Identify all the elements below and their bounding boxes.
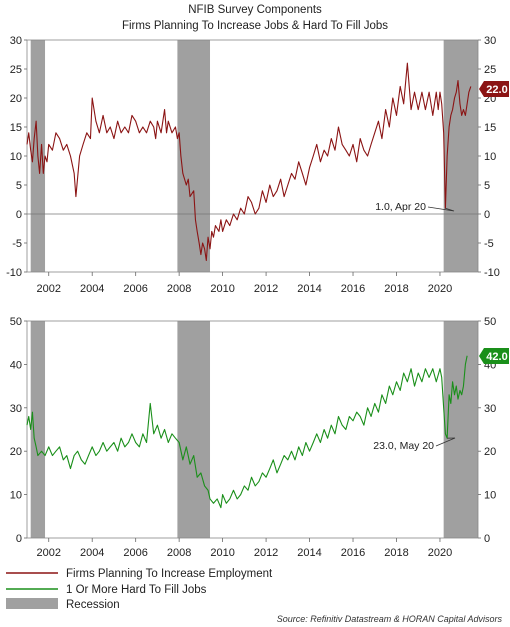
y-tick-label-left: -5: [12, 238, 22, 250]
series-line-hard: [26, 355, 468, 509]
last-value-badge: [479, 81, 509, 97]
x-tick-label: 2016: [341, 283, 365, 295]
y-tick-label-left: 10: [10, 490, 22, 502]
x-tick-label: 2010: [210, 283, 234, 295]
legend-label-recession: Recession: [66, 599, 120, 611]
y-tick-label-left: -10: [6, 267, 22, 279]
y-tick-label-right: -10: [484, 267, 500, 279]
x-tick-label: 2012: [254, 283, 278, 295]
last-value-label: 42.0: [486, 351, 507, 363]
annotation-leader: [435, 437, 456, 447]
x-tick-label: 2002: [36, 547, 60, 559]
x-tick-label: 2002: [36, 283, 60, 295]
x-tick-label: 2012: [254, 547, 278, 559]
y-tick-label-left: 20: [10, 93, 22, 105]
x-tick-label: 2008: [167, 547, 191, 559]
y-tick-label-right: 50: [484, 316, 496, 328]
y-tick-label-right: 25: [484, 64, 496, 76]
x-tick-label: 2014: [297, 283, 321, 295]
annotation-label: 23.0, May 20: [373, 440, 434, 452]
annotation-label: 1.0, Apr 20: [375, 201, 426, 213]
y-tick-label-right: 0: [484, 209, 490, 221]
last-value-label: 22.0: [486, 84, 507, 96]
y-tick-label-left: 5: [16, 180, 22, 192]
x-tick-label: 2004: [80, 283, 104, 295]
top-panel-jobs-plans: -10 -10 -5 -5 0 0 5 5 10 10 15 15 20 20 25 25 30 30 2002 20…: [6, 35, 509, 295]
recession-band-0: [30, 321, 46, 538]
legend-label-jobs: Firms Planning To Increase Employment: [66, 568, 273, 580]
plot-frame: [26, 39, 479, 273]
y-tick-label-right: 20: [484, 446, 496, 458]
x-tick-label: 2016: [341, 547, 365, 559]
legend: Firms Planning To Increase Employment 1 …: [6, 568, 273, 611]
recession-band-2: [443, 321, 478, 538]
y-tick-label-right: 0: [484, 533, 490, 545]
y-tick-label-right: 10: [484, 490, 496, 502]
x-tick-label: 2014: [297, 547, 321, 559]
annotation-leader: [427, 206, 455, 212]
recession-band-1: [177, 321, 211, 538]
y-tick-label-right: 15: [484, 122, 496, 134]
x-tick-label: 2020: [428, 283, 452, 295]
y-tick-label-left: 30: [10, 403, 22, 415]
y-tick-label-left: 0: [16, 533, 22, 545]
y-tick-label-left: 10: [10, 151, 22, 163]
x-tick-label: 2020: [428, 547, 452, 559]
y-tick-label-left: 25: [10, 64, 22, 76]
y-tick-label-right: 5: [484, 180, 490, 192]
chart-title: NFIB Survey Components: [188, 4, 322, 16]
y-tick-label-right: 30: [484, 403, 496, 415]
source-note: Source: Refinitiv Datastream & HORAN Cap…: [277, 614, 503, 624]
y-tick-label-left: 0: [16, 209, 22, 221]
x-tick-label: 2018: [384, 283, 408, 295]
x-tick-label: 2010: [210, 547, 234, 559]
y-tick-label-right: 10: [484, 151, 496, 163]
series-line-jobs: [26, 62, 472, 261]
y-tick-label-right: -5: [484, 238, 494, 250]
last-value-badge: [479, 348, 509, 364]
y-tick-label-right: 30: [484, 35, 496, 47]
y-tick-label-left: 30: [10, 35, 22, 47]
plot-frame: [26, 320, 479, 539]
x-tick-label: 2006: [123, 547, 147, 559]
y-tick-label-left: 20: [10, 446, 22, 458]
x-tick-label: 2018: [384, 547, 408, 559]
y-tick-label-left: 50: [10, 316, 22, 328]
x-tick-label: 2008: [167, 283, 191, 295]
chart-subtitle: Firms Planning To Increase Jobs & Hard T…: [122, 20, 388, 32]
x-tick-label: 2006: [123, 283, 147, 295]
y-tick-label-left: 40: [10, 359, 22, 371]
x-tick-label: 2004: [80, 547, 104, 559]
y-tick-label-left: 15: [10, 122, 22, 134]
legend-swatch-recession: [6, 598, 58, 609]
legend-label-hard: 1 Or More Hard To Fill Jobs: [66, 584, 207, 596]
recession-band-1: [177, 40, 211, 272]
recession-band-2: [443, 40, 478, 272]
